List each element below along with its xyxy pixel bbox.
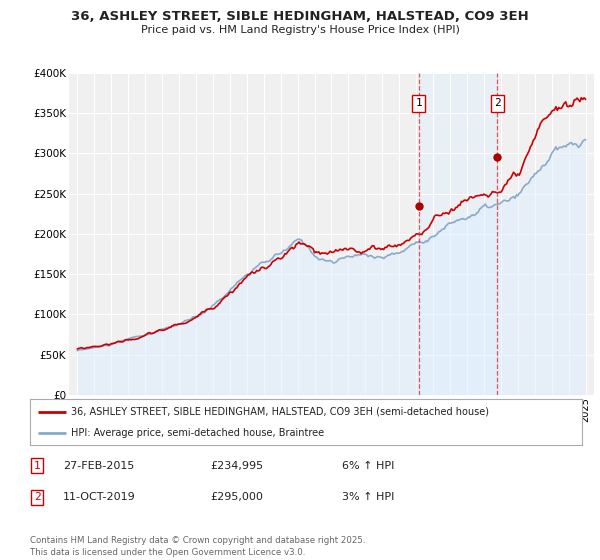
Text: 6% ↑ HPI: 6% ↑ HPI (342, 461, 394, 471)
Bar (419, 73, 497, 395)
Text: 3% ↑ HPI: 3% ↑ HPI (342, 492, 394, 502)
Text: £234,995: £234,995 (210, 461, 263, 471)
Text: HPI: Average price, semi-detached house, Braintree: HPI: Average price, semi-detached house,… (71, 428, 325, 438)
Text: 36, ASHLEY STREET, SIBLE HEDINGHAM, HALSTEAD, CO9 3EH: 36, ASHLEY STREET, SIBLE HEDINGHAM, HALS… (71, 10, 529, 23)
Text: 27-FEB-2015: 27-FEB-2015 (63, 461, 134, 471)
Text: 36, ASHLEY STREET, SIBLE HEDINGHAM, HALSTEAD, CO9 3EH (semi-detached house): 36, ASHLEY STREET, SIBLE HEDINGHAM, HALS… (71, 407, 490, 417)
Text: 11-OCT-2019: 11-OCT-2019 (63, 492, 136, 502)
Text: Contains HM Land Registry data © Crown copyright and database right 2025.
This d: Contains HM Land Registry data © Crown c… (30, 536, 365, 557)
Text: 2: 2 (494, 99, 500, 109)
Text: Price paid vs. HM Land Registry's House Price Index (HPI): Price paid vs. HM Land Registry's House … (140, 25, 460, 35)
Text: £295,000: £295,000 (210, 492, 263, 502)
Text: 1: 1 (34, 461, 41, 471)
Text: 2: 2 (34, 492, 41, 502)
Text: 1: 1 (415, 99, 422, 109)
